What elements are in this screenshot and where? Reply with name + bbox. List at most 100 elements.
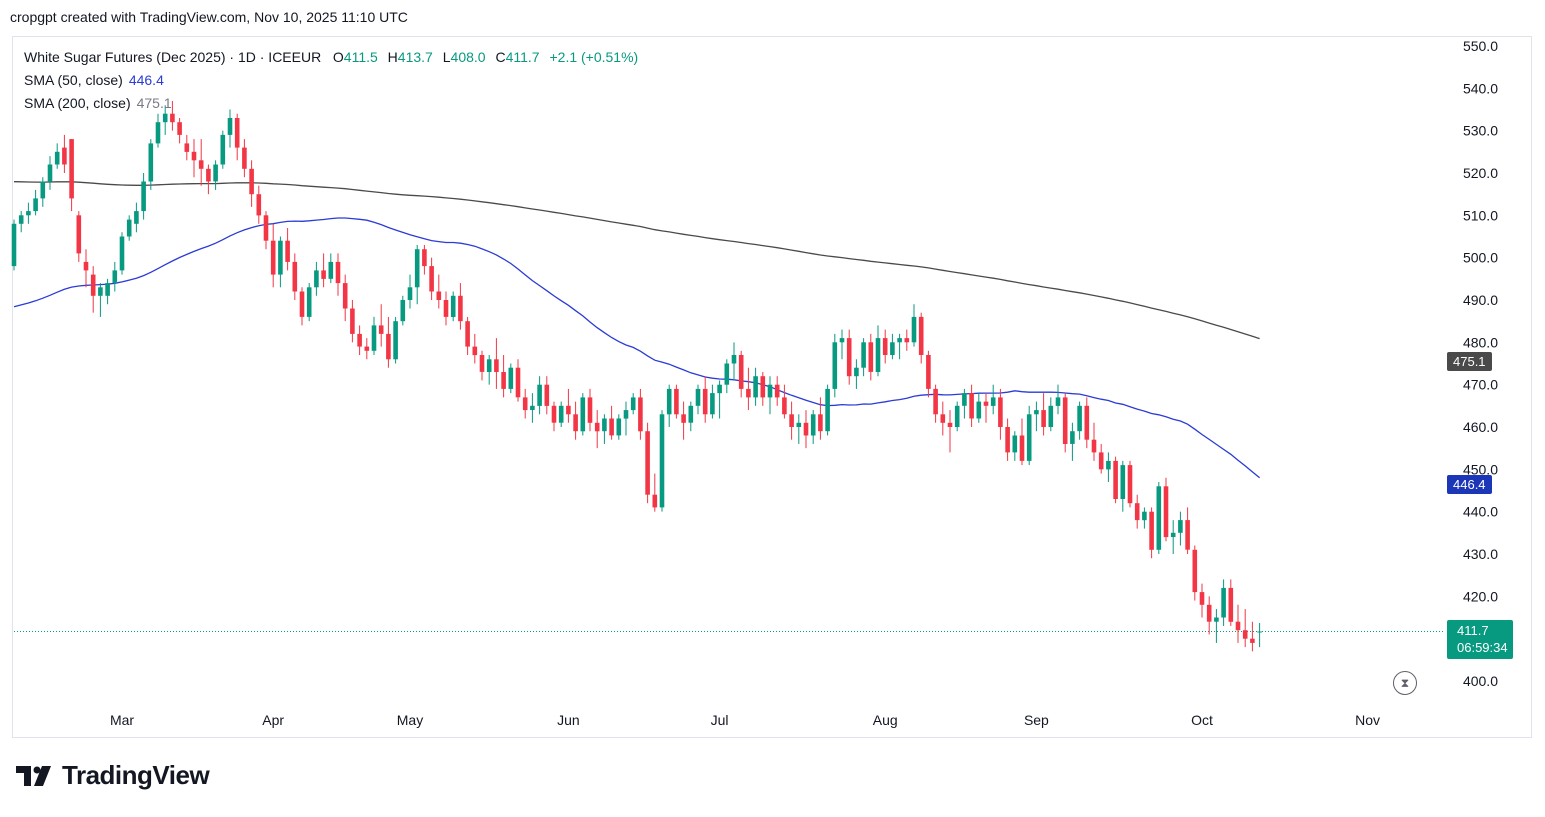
candle-body bbox=[731, 355, 737, 364]
y-tick-label: 450.0 bbox=[1463, 461, 1498, 477]
candle-body bbox=[825, 388, 830, 432]
sma200-label: SMA (200, close) bbox=[24, 95, 131, 111]
candle-body bbox=[184, 143, 190, 152]
close-value: 411.7 bbox=[505, 49, 540, 65]
candle-body bbox=[1178, 520, 1183, 533]
candle-body bbox=[1257, 631, 1262, 633]
y-tick-label: 480.0 bbox=[1463, 334, 1498, 350]
candle-body bbox=[566, 405, 571, 415]
candle-body bbox=[69, 139, 74, 199]
high-value: 413.7 bbox=[397, 49, 433, 65]
candle-body bbox=[738, 355, 744, 389]
candle-body bbox=[170, 113, 175, 123]
candle-body bbox=[1185, 520, 1190, 550]
candle-body bbox=[263, 215, 269, 241]
candle-body bbox=[969, 393, 974, 419]
candle-body bbox=[1113, 460, 1118, 499]
candle-body bbox=[213, 164, 218, 182]
tradingview-logo-icon bbox=[16, 765, 51, 786]
candle-body bbox=[98, 287, 103, 296]
candle-body bbox=[940, 414, 946, 423]
candle-body bbox=[767, 384, 773, 398]
candle-body bbox=[112, 270, 118, 284]
countdown-timer: 06:59:34 bbox=[1457, 640, 1508, 655]
candle-body bbox=[306, 287, 312, 317]
candle-body bbox=[782, 397, 787, 415]
candle-body bbox=[393, 321, 398, 360]
high-label: H bbox=[387, 49, 398, 65]
candle-body bbox=[954, 405, 960, 427]
candle-body bbox=[350, 308, 355, 334]
legend-sma200-row[interactable]: SMA (200, close) 475.1 bbox=[24, 92, 638, 115]
candle-body bbox=[602, 418, 607, 432]
candle-body bbox=[206, 168, 211, 182]
candle-body bbox=[234, 118, 240, 148]
candle-body bbox=[436, 291, 442, 300]
open-value: 411.5 bbox=[343, 49, 378, 65]
candle-body bbox=[674, 388, 679, 415]
candle-body bbox=[774, 384, 780, 398]
candle-body bbox=[1214, 617, 1219, 622]
x-tick-label: Sep bbox=[1024, 712, 1049, 728]
candle-body bbox=[1091, 439, 1097, 453]
candle-body bbox=[134, 211, 139, 224]
candle-body bbox=[998, 397, 1003, 427]
y-tick-label: 550.0 bbox=[1463, 38, 1498, 54]
candle-body bbox=[119, 236, 125, 271]
sma50-label: SMA (50, close) bbox=[24, 72, 123, 88]
candle-body bbox=[695, 388, 701, 406]
x-tick-label: Apr bbox=[262, 712, 284, 728]
candle-body bbox=[522, 397, 528, 411]
candle-body bbox=[990, 397, 996, 406]
candle-body bbox=[861, 342, 866, 368]
candle-body bbox=[666, 388, 672, 415]
candle-body bbox=[803, 422, 809, 436]
hourglass-icon[interactable]: ⧗ bbox=[1393, 671, 1417, 695]
candle-body bbox=[400, 300, 406, 322]
candle-body bbox=[918, 316, 924, 355]
low-label: L bbox=[442, 49, 451, 65]
last-price-value: 411.7 bbox=[1457, 623, 1489, 638]
tradingview-logo[interactable]: TradingView bbox=[16, 760, 210, 791]
candle-body bbox=[1041, 410, 1046, 427]
x-tick-label: Mar bbox=[110, 712, 134, 728]
change-value: +2.1 (+0.51%) bbox=[549, 49, 639, 65]
candle-body bbox=[796, 422, 802, 427]
open-label: O bbox=[332, 49, 344, 65]
candle-body bbox=[321, 270, 326, 279]
x-tick-label: Oct bbox=[1191, 712, 1213, 728]
candle-body bbox=[724, 363, 730, 385]
y-tick-label: 460.0 bbox=[1463, 419, 1498, 435]
candle-body bbox=[623, 410, 629, 419]
candle-body bbox=[256, 194, 262, 216]
candle-body bbox=[933, 388, 938, 415]
legend-sma50-row[interactable]: SMA (50, close) 446.4 bbox=[24, 69, 638, 92]
candle-body bbox=[227, 118, 233, 135]
candle-body bbox=[1026, 414, 1032, 461]
candle-body bbox=[126, 219, 132, 237]
candle-body bbox=[645, 431, 650, 495]
candle-body bbox=[357, 333, 362, 347]
candle-body bbox=[342, 283, 348, 309]
candle-body bbox=[328, 261, 334, 279]
candle-body bbox=[1134, 503, 1140, 521]
candle-body bbox=[659, 414, 665, 508]
symbol-title[interactable]: White Sugar Futures (Dec 2025) · 1D · IC… bbox=[24, 49, 322, 65]
tradingview-wordmark: TradingView bbox=[62, 760, 210, 790]
sma50-value: 446.4 bbox=[128, 72, 164, 88]
candle-body bbox=[1206, 604, 1212, 622]
candle-body bbox=[818, 414, 823, 432]
candle-body bbox=[270, 240, 276, 275]
candle-body bbox=[630, 397, 636, 411]
y-tick-label: 420.0 bbox=[1463, 588, 1498, 604]
candle-body bbox=[141, 181, 146, 212]
candle-body bbox=[580, 397, 586, 432]
candle-body bbox=[587, 397, 593, 423]
candle-body bbox=[299, 291, 305, 317]
candle-body bbox=[962, 393, 967, 406]
candle-body bbox=[278, 240, 283, 275]
candle-body bbox=[249, 168, 254, 195]
candle-body bbox=[242, 147, 247, 169]
sma200-line bbox=[13, 181, 1260, 340]
